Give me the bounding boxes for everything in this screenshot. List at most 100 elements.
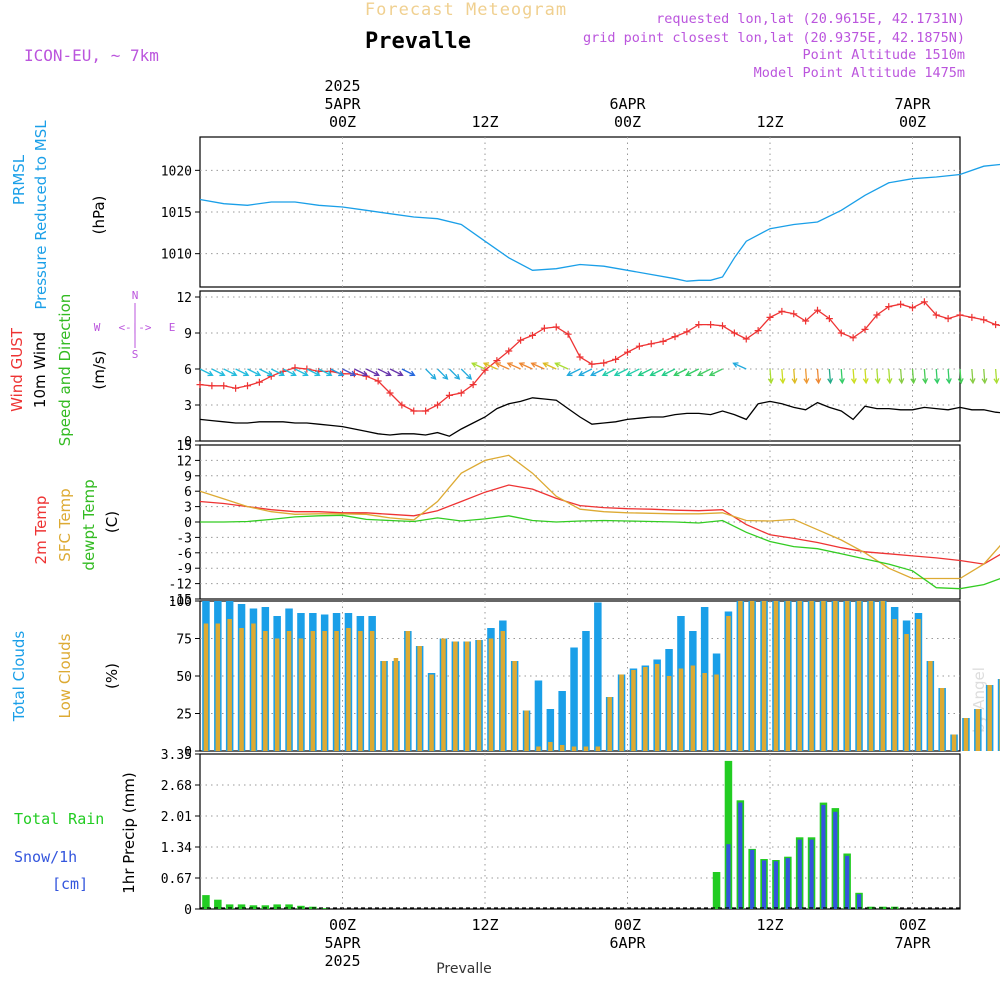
gust-marker (671, 333, 679, 341)
precip-label-3: [cm] (52, 875, 88, 893)
wind-arrow (389, 368, 403, 376)
precip-bar-0 (202, 895, 210, 909)
wind-arrow (852, 368, 855, 384)
wind-arrow (876, 368, 879, 384)
clouds-bar-1 (251, 623, 256, 751)
clouds-bar-0 (582, 631, 590, 751)
gust-marker (719, 322, 726, 330)
wind-arrow (959, 368, 962, 384)
wind-arrow (793, 368, 796, 384)
wind-arrow (437, 368, 448, 380)
time-label-top: 6APR (609, 95, 646, 113)
gust-marker (944, 315, 952, 323)
temperature-ytick-label: -15 (169, 593, 192, 608)
time-label-bottom: 7APR (894, 934, 931, 952)
time-label-bottom: 00Z (329, 916, 356, 934)
clouds-bar-1 (369, 631, 375, 751)
wind-arrow-head (302, 370, 309, 377)
wind-arrow-head (530, 362, 537, 368)
precip-ylabel: 1hr Precip (mm) (120, 772, 138, 893)
gust-marker (837, 329, 845, 337)
clouds-bar-1 (417, 646, 422, 751)
wind-arrow (911, 368, 915, 384)
clouds-bar-1 (464, 641, 470, 751)
wind-arrow (235, 368, 249, 376)
wind-arrow (507, 362, 521, 370)
wind-arrow (840, 368, 843, 384)
clouds-bar-1 (738, 601, 743, 751)
gust-marker (849, 334, 857, 342)
cloud-labels: Total Clouds Low Clouds (%) (10, 631, 121, 723)
clouds-bar-1 (215, 623, 221, 751)
clouds-bar-0 (594, 602, 602, 751)
wind-arrow-head (862, 378, 869, 385)
clouds-bar-1 (429, 674, 434, 751)
wind-arrow-head (219, 370, 226, 377)
precip-bar-1 (809, 839, 814, 909)
wind-arrow-head (482, 362, 490, 368)
gust-marker (992, 321, 1000, 329)
wind-arrow (697, 368, 711, 376)
gust-marker (398, 401, 406, 409)
precip-label-2: Snow/1h (14, 848, 77, 866)
wind-arrow (590, 368, 605, 376)
gust-marker (457, 389, 465, 397)
gust-marker (552, 323, 560, 331)
wind-arrow-head (934, 378, 940, 385)
gust-marker (374, 377, 382, 385)
pressure-label-1: PRMSL (10, 154, 28, 205)
wind-arrow (769, 368, 772, 384)
wind-ylabel: (m/s) (90, 350, 108, 389)
temp-labels: 2m Temp SFC Temp dewpt Temp (C) (32, 479, 121, 570)
gust-marker (220, 382, 228, 390)
clouds-bar-1 (833, 601, 838, 751)
time-label-top: 00Z (899, 113, 926, 131)
pressure-ytick-label: 1010 (161, 248, 192, 263)
wind-arrow-head (430, 373, 437, 380)
clouds-bar-1 (619, 674, 624, 751)
gust-marker (683, 328, 691, 336)
clouds-bar-1 (773, 601, 779, 751)
time-label-top: 00Z (329, 113, 356, 131)
gust-marker (445, 391, 453, 399)
clouds-bar-1 (227, 619, 232, 751)
wind-arrow-head (554, 362, 561, 368)
clouds-bar-1 (809, 601, 814, 751)
precip-bar-0 (237, 904, 246, 909)
clouds-bar-1 (500, 631, 506, 751)
wind-arrow-head (590, 370, 597, 377)
temperature-ytick-label: 3 (184, 501, 192, 516)
clouds-bar-1 (654, 664, 660, 751)
gust-marker (707, 321, 715, 329)
temp-label-1: 2m Temp (32, 496, 50, 565)
clouds-bar-1 (322, 631, 327, 751)
wind-arrow (460, 368, 472, 380)
wind-arrow (377, 368, 391, 376)
gust-marker (635, 342, 643, 350)
clouds-bar-1 (607, 697, 612, 751)
gust-marker (600, 359, 608, 367)
wind-arrow-head (673, 370, 680, 377)
clouds-bar-1 (892, 619, 897, 751)
temperature-ytick-label: 9 (184, 470, 192, 485)
wind-arrow-head (231, 370, 238, 377)
clouds-bar-1 (714, 674, 719, 751)
temperature-series-1 (199, 454, 1000, 580)
clouds-bar-0 (570, 647, 578, 751)
chart-title: Forecast Meteogram (365, 0, 567, 20)
gust-marker (814, 306, 821, 314)
clouds-bar-0 (546, 709, 555, 751)
precip-frame (199, 753, 961, 910)
gust-marker (790, 310, 798, 318)
clouds-bar-1 (844, 601, 850, 751)
gust-marker (932, 311, 940, 319)
temperature-series-0 (199, 484, 1000, 565)
precip-bar-0 (285, 904, 293, 909)
gust-marker (647, 340, 655, 348)
wind-arrow-head (542, 362, 549, 368)
wind-arrow (650, 368, 664, 376)
clouds-bar-1 (726, 616, 731, 751)
time-label-top: 12Z (471, 113, 498, 131)
gust-marker (956, 311, 964, 319)
wind-arrow (781, 368, 784, 384)
